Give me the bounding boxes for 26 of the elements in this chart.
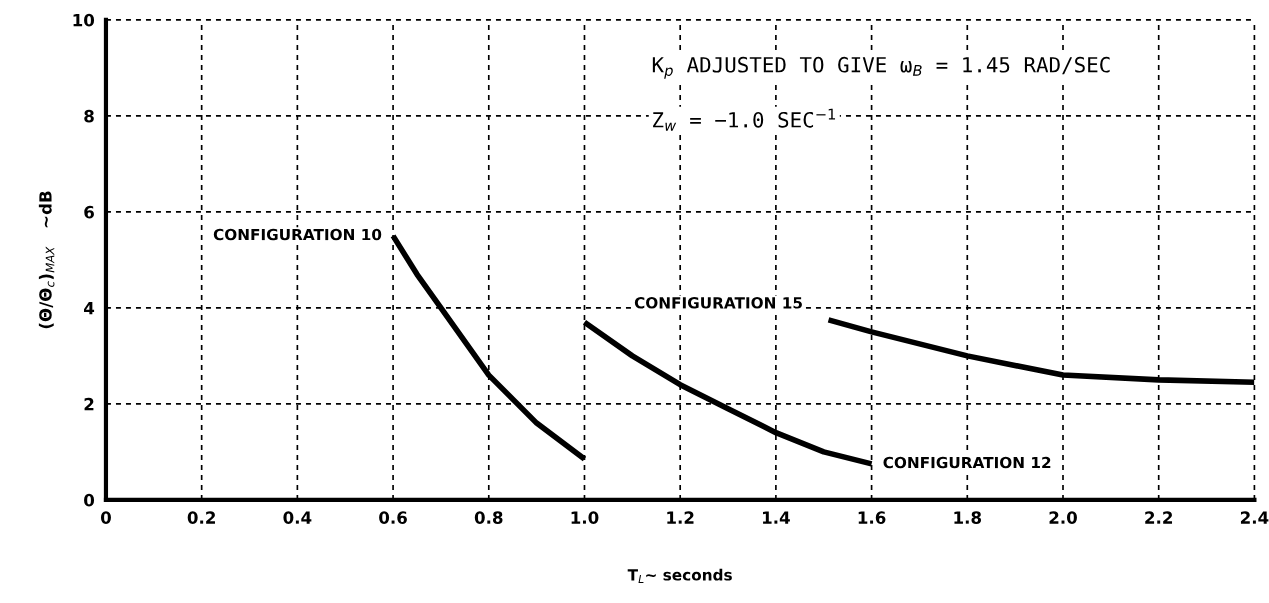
y-tick-label: 4: [84, 302, 95, 315]
x-tick-label: 2.2: [1145, 511, 1173, 524]
x-tick-label: 1.6: [858, 511, 886, 524]
x-tick-label: 1.8: [954, 511, 982, 524]
x-tick-label: 1.0: [571, 511, 599, 524]
series-label: CONFIGURATION 12: [883, 456, 1051, 469]
series-label: CONFIGURATION 10: [213, 228, 382, 241]
x-axis-title: T$_{L}$∼ seconds: [627, 568, 732, 583]
y-tick-label: 6: [84, 205, 94, 219]
y-tick-label: 8: [84, 109, 94, 123]
series-label: CONFIGURATION 15: [634, 297, 802, 309]
text: (Θ/Θ$_{c}$)$_{MAX}$ ∼dB: [38, 191, 55, 329]
y-tick-label: 2: [84, 397, 94, 411]
annotation: K$_{p}$ ADJUSTED TO GIVE ω$_{B}$ = 1.45 RAD/SEC: [652, 56, 1110, 79]
x-tick-label: 1.2: [667, 511, 694, 524]
x-tick-label: 1.4: [763, 511, 790, 524]
x-tick-label: 0.8: [474, 511, 503, 524]
x-tick-label: 0.2: [187, 511, 215, 524]
x-tick-label: 0.6: [379, 511, 407, 524]
x-tick-label: 2.4: [1240, 511, 1269, 524]
x-tick-label: 2.0: [1049, 511, 1077, 524]
y-tick-label: 10: [73, 13, 95, 27]
annotation: Z$_{w}$ = −1.0 SEC$^{−1}$: [653, 108, 836, 131]
x-tick-label: 0.4: [283, 511, 312, 524]
y-tick-label: 0: [84, 493, 95, 507]
x-tick-label: 0: [100, 511, 111, 524]
